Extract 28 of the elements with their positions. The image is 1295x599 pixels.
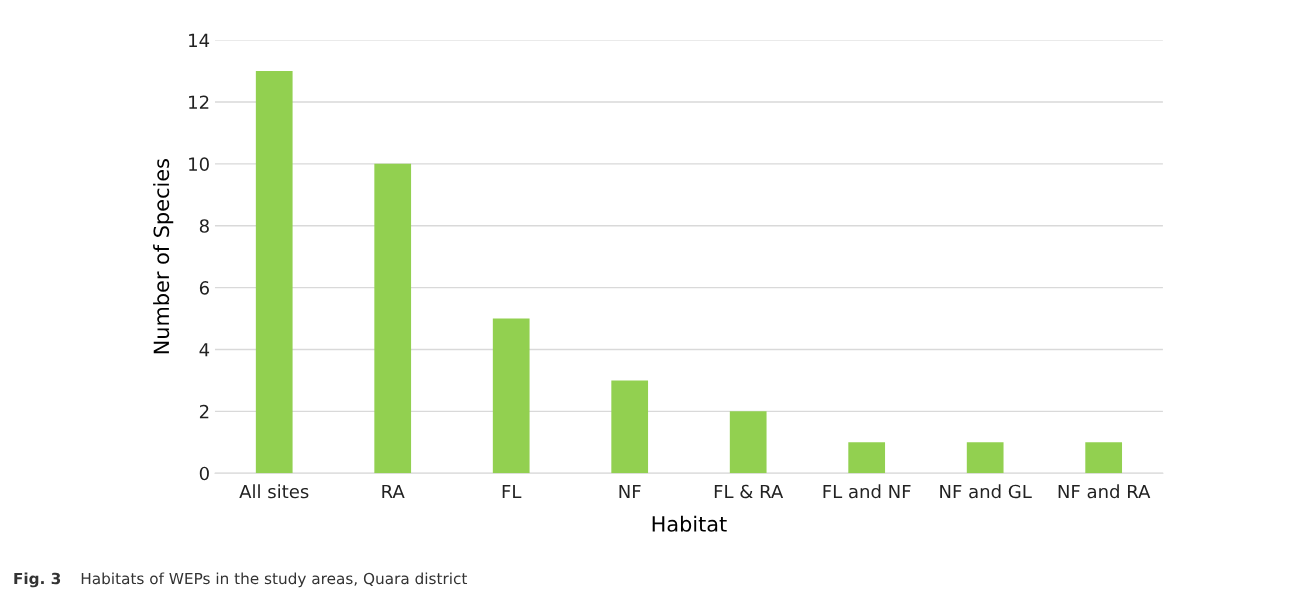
x-tick-label: FL & RA xyxy=(714,484,784,499)
x-tick-label: RA xyxy=(382,484,405,499)
text: Habitats of WEPs in the study areas, Quara district xyxy=(81,572,468,588)
x-tick-label: FL xyxy=(502,484,522,499)
x-tick-label: NF and GL xyxy=(940,484,1032,499)
y-tick-label: 12 xyxy=(189,95,209,109)
x-axis-title: Habitat xyxy=(652,515,727,532)
caption: Fig. 3 xyxy=(14,572,61,588)
x-tick-label: NF xyxy=(619,484,641,499)
x-tick-label: All sites xyxy=(239,484,309,499)
y-tick-label: 10 xyxy=(189,157,209,171)
y-tick-label: 14 xyxy=(189,33,210,47)
bar xyxy=(729,411,767,474)
y-tick-label: 4 xyxy=(199,343,210,357)
y-tick-label: 8 xyxy=(199,219,209,233)
bar xyxy=(848,442,886,474)
x-tick-label: NF and RA xyxy=(1058,484,1151,499)
bar xyxy=(966,442,1004,474)
y-axis-title: Number of Species xyxy=(153,159,174,354)
bar xyxy=(492,318,530,474)
y-tick-label: 6 xyxy=(199,281,209,295)
y-tick-label: 0 xyxy=(199,466,209,481)
y-tick-label: 2 xyxy=(199,404,209,419)
bar xyxy=(1085,442,1123,474)
x-tick-label: FL and NF xyxy=(823,484,911,499)
bar xyxy=(611,380,649,474)
bar xyxy=(255,71,293,474)
bar xyxy=(374,163,412,474)
